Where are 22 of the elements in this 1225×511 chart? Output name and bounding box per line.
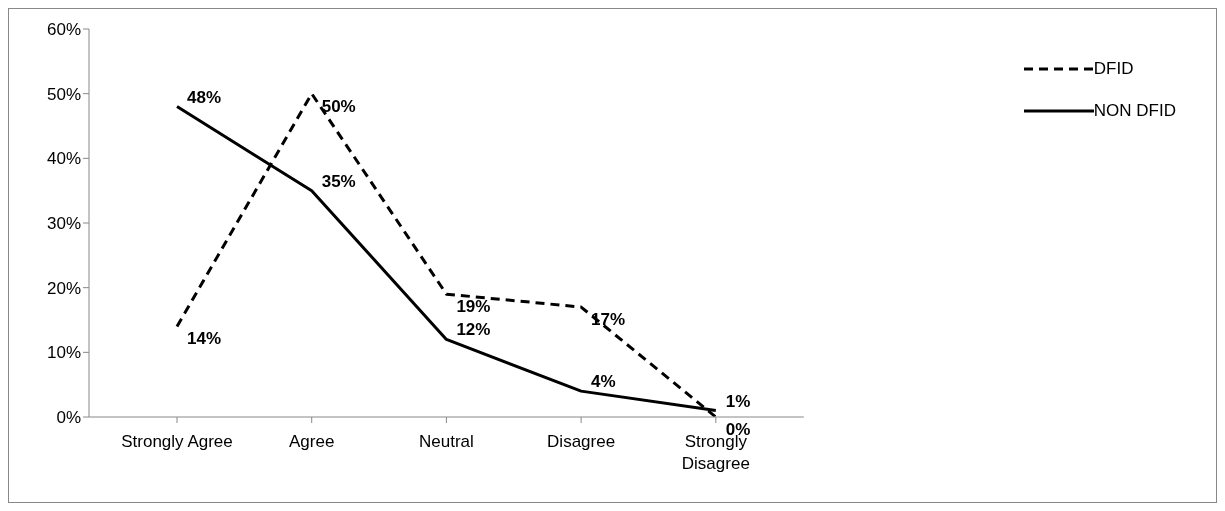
- y-tick-label: 50%: [46, 84, 81, 104]
- data-label: 50%: [321, 96, 356, 116]
- x-tick-label: Disagree: [547, 432, 616, 451]
- y-tick-label: 0%: [56, 408, 81, 428]
- data-label: 19%: [456, 297, 491, 317]
- data-label: 48%: [187, 87, 222, 107]
- legend-label: NON DFID: [1093, 101, 1176, 121]
- y-tick-label: 30%: [46, 214, 81, 234]
- data-label: 14%: [187, 329, 222, 349]
- data-label: 12%: [456, 320, 491, 340]
- data-label: 17%: [591, 310, 626, 330]
- data-label: 35%: [321, 171, 356, 191]
- y-tick-label: 60%: [46, 20, 81, 40]
- data-label: 1%: [725, 391, 751, 411]
- data-label: 4%: [591, 372, 616, 392]
- y-tick-label: 20%: [46, 278, 81, 298]
- x-tick-label: Agree: [289, 432, 335, 451]
- y-tick-label: 40%: [46, 149, 81, 169]
- legend-label: DFID: [1093, 59, 1134, 79]
- x-tick-label: Strongly Agree: [121, 432, 233, 451]
- y-tick-label: 10%: [46, 343, 81, 363]
- x-tick-label: Neutral: [419, 432, 474, 451]
